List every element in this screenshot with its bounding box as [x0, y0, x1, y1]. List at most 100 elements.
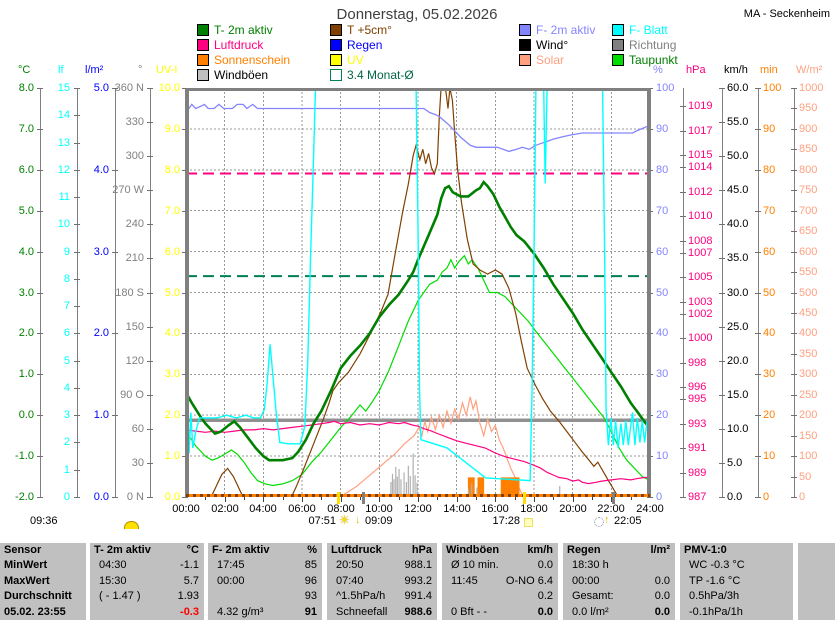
hpa-tick-label: 1019: [688, 100, 713, 112]
deg-tick: [147, 190, 153, 191]
table-row-label: 05.02. 23:55: [4, 606, 66, 618]
hpa-axis-line: [683, 88, 684, 497]
temp-tick: [37, 88, 43, 89]
legend-label: 3.4 Monat-Ø: [347, 68, 414, 82]
table-column-bg: [327, 543, 437, 620]
table-col-header: T- 2m aktiv: [94, 544, 151, 556]
table-cell-value: -1.1: [180, 559, 199, 571]
table-cell-info: 4.32 g/m³: [217, 606, 264, 618]
lf-tick: [74, 252, 80, 253]
deg-tick: [147, 258, 153, 259]
table-cell-value: 0.0: [654, 590, 670, 602]
kmh-tick: [719, 327, 725, 328]
moonset-arrow-icon: ↓: [355, 514, 361, 526]
min-tick: [755, 211, 761, 212]
wm2-tick: [791, 108, 797, 109]
deg-tick: [147, 122, 153, 123]
legend-swatch-uv: [330, 54, 342, 66]
legend-label: Sonnenschein: [214, 53, 291, 67]
table-cell-info: TP -1.6 °C: [689, 575, 741, 587]
time-tick: [592, 497, 593, 500]
moonrise-arrow-icon: ↑: [604, 514, 610, 526]
lm2-tick: [112, 333, 118, 334]
temp-tick-label: 2.0: [18, 327, 34, 339]
time-tick: [418, 497, 419, 502]
hpa-tick-label: 996: [688, 381, 707, 393]
lf-tick-label: 15: [57, 82, 70, 94]
series-f-blatt: [186, 88, 650, 482]
min-tick: [755, 293, 761, 294]
wm2-tick: [791, 88, 797, 89]
pct-tick-label: 80: [656, 164, 669, 176]
table-column-bg: [0, 543, 86, 620]
uvi-axis-header: UV-I: [156, 64, 178, 76]
lf-tick-label: 11: [58, 191, 70, 203]
uvi-tick: [182, 170, 188, 171]
kmh-axis-line: [722, 88, 723, 497]
uvi-tick-label: 9.0: [164, 123, 180, 135]
temp-tick-label: 5.0: [18, 205, 34, 217]
uvi-tick-label: 7.0: [164, 205, 180, 217]
table-cell-info: 0 Bft - -: [451, 606, 488, 618]
time-label: 14:00: [443, 503, 471, 515]
wm2-tick-label: 400: [799, 327, 818, 339]
table-cell-value: 0.0: [537, 559, 553, 571]
hpa-tick: [680, 131, 686, 132]
pct-tick-label: 90: [656, 123, 669, 135]
legend-label: T- 2m aktiv: [214, 23, 273, 37]
kmh-tick-label: 25.0: [727, 321, 749, 333]
table-cell-info: 17:45: [217, 559, 245, 571]
hpa-tick: [680, 253, 686, 254]
lm2-axis-line: [115, 88, 116, 497]
wm2-tick: [791, 149, 797, 150]
table-column-bg: [563, 543, 675, 620]
wm2-tick-label: 800: [799, 164, 818, 176]
wm2-tick: [791, 272, 797, 273]
chart-area: [186, 88, 650, 497]
sun-outline-icon: [524, 518, 533, 527]
hpa-tick-label: 1015: [688, 149, 713, 161]
wm2-tick: [791, 252, 797, 253]
wm2-tick-label: 600: [799, 246, 818, 258]
deg-tick-label: 270 W: [112, 184, 144, 196]
table-cell-info: ( - 1.47 ): [99, 590, 141, 602]
min-tick-label: 0: [763, 491, 770, 503]
kmh-tick: [719, 429, 725, 430]
temp-tick-label: 6.0: [18, 164, 34, 176]
legend-swatch-t-2m-aktiv: [197, 24, 209, 36]
min-tick: [755, 88, 761, 89]
wm2-tick-label: 0: [799, 491, 806, 503]
legend-label: Luftdruck: [214, 38, 264, 52]
lf-tick: [74, 415, 80, 416]
pct-tick-label: 30: [656, 368, 669, 380]
table-cell-info: Gesamt:: [572, 590, 614, 602]
uvi-tick-label: 3.0: [164, 368, 180, 380]
wm2-tick: [791, 456, 797, 457]
kmh-tick: [719, 224, 725, 225]
time-tick: [437, 497, 438, 500]
deg-tick-label: 150: [125, 321, 144, 333]
kmh-tick: [719, 190, 725, 191]
kmh-tick-label: 10.0: [727, 423, 749, 435]
uvi-tick: [182, 129, 188, 130]
table-cell-info: 0.0 l/m²: [572, 606, 609, 618]
min-tick-label: 80: [763, 164, 776, 176]
wm2-tick-label: 50: [799, 471, 812, 483]
deg-tick-label: 30: [131, 457, 144, 469]
wm2-tick: [791, 211, 797, 212]
min-tick-label: 50: [763, 287, 776, 299]
legend-label: Windböen: [214, 68, 269, 82]
kmh-tick-label: 50.0: [727, 150, 749, 162]
kmh-tick: [719, 361, 725, 362]
table-cell-value: 993.2: [404, 575, 432, 587]
legend-swatch-sonnenschein: [197, 54, 209, 66]
wm2-tick: [791, 354, 797, 355]
lf-tick-label: 8: [63, 273, 70, 285]
legend-label: Taupunkt: [629, 53, 678, 67]
lf-axis-header: lf: [58, 64, 64, 76]
table-cell-value: 0.0: [654, 575, 670, 587]
temp-tick: [37, 129, 43, 130]
wm2-tick: [791, 170, 797, 171]
lf-tick-label: 0: [63, 491, 70, 503]
legend-swatch-windb-en: [197, 69, 209, 81]
